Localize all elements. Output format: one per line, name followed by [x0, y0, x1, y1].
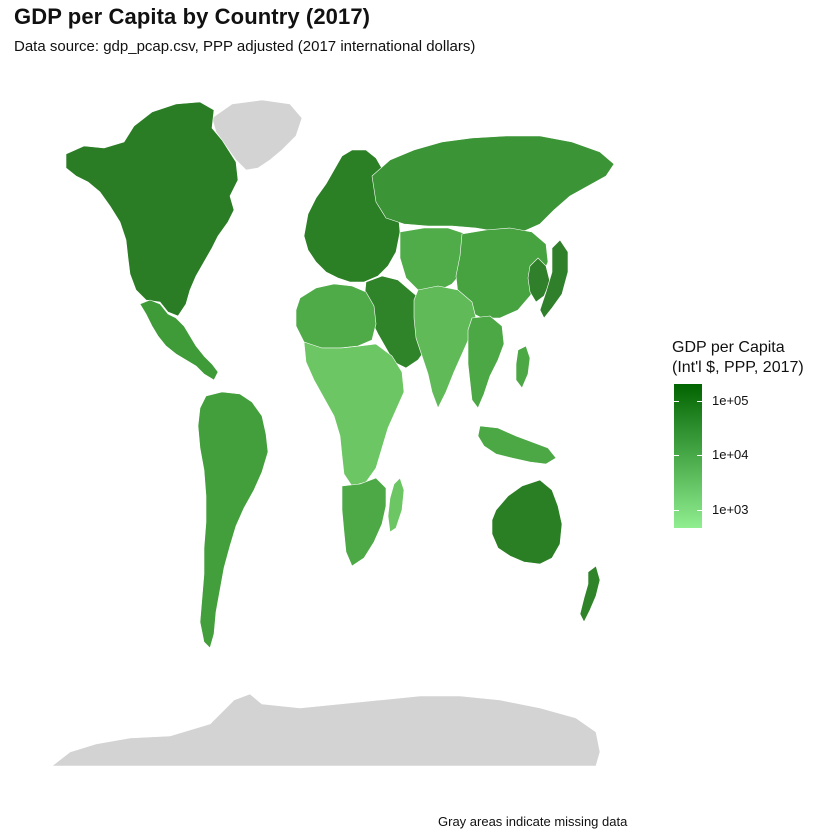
region-antarctica: [51, 693, 601, 767]
region-mexico-central-america: [139, 299, 219, 381]
legend-color-bar: [674, 384, 702, 528]
legend-tick-label: 1e+05: [712, 393, 749, 408]
legend-tick-label: 1e+03: [712, 502, 749, 517]
region-new-zealand: [579, 565, 601, 623]
region-south-asia: [413, 285, 477, 409]
legend-tick-mark: [697, 510, 702, 511]
color-legend: GDP per Capita (Int'l $, PPP, 2017) 1e+0…: [672, 338, 840, 528]
legend-tick-mark: [697, 401, 702, 402]
region-japan-korea: [527, 257, 551, 303]
region-japan: [539, 239, 569, 319]
region-south-america: [197, 391, 269, 649]
region-madagascar: [387, 477, 405, 533]
region-sub-saharan-africa: [303, 341, 405, 487]
region-greenland: [211, 99, 303, 171]
map-subtitle: Data source: gdp_pcap.csv, PPP adjusted …: [14, 38, 476, 55]
map-title: GDP per Capita by Country (2017): [14, 4, 371, 29]
region-china-mongolia: [455, 227, 549, 319]
legend-title-line-1: GDP per Capita: [672, 339, 785, 356]
region-southeast-asia: [467, 315, 505, 409]
region-australia: [491, 479, 563, 565]
region-russia: [371, 135, 615, 233]
region-north-america: [65, 101, 239, 317]
legend-tick-mark: [697, 455, 702, 456]
region-indonesia: [477, 425, 557, 465]
legend-tick-label: 1e+04: [712, 447, 749, 462]
legend-tick-mark: [674, 455, 679, 456]
region-philippines: [515, 345, 531, 389]
region-north-africa: [295, 283, 377, 349]
legend-tick-mark: [674, 401, 679, 402]
region-southern-africa: [341, 477, 387, 567]
legend-tick-mark: [674, 510, 679, 511]
map-caption: Gray areas indicate missing data: [438, 814, 628, 829]
legend-title-line-2: (Int'l $, PPP, 2017): [672, 359, 804, 376]
